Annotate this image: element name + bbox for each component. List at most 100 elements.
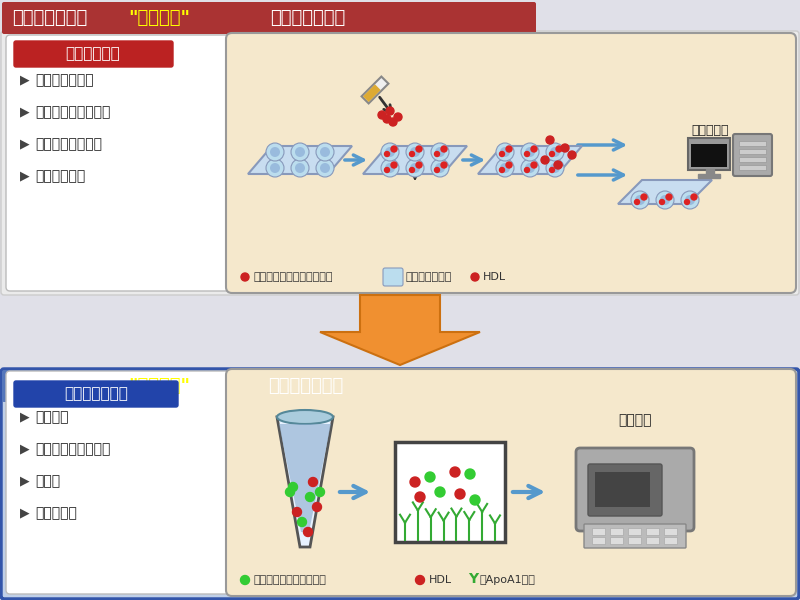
Circle shape [435,487,445,497]
Circle shape [496,159,514,177]
Circle shape [286,487,294,497]
Polygon shape [248,146,352,174]
Bar [706,169,714,175]
Circle shape [541,156,549,164]
Circle shape [691,194,697,200]
FancyBboxPatch shape [688,138,730,170]
FancyBboxPatch shape [6,35,229,291]
Polygon shape [279,424,331,532]
Text: マクロファージ: マクロファージ [405,272,451,282]
Circle shape [378,111,386,119]
Circle shape [631,191,649,209]
Circle shape [521,159,539,177]
Circle shape [471,273,479,281]
Polygon shape [320,295,480,365]
Circle shape [455,489,465,499]
Text: 放射性同位体不使用: 放射性同位体不使用 [35,442,110,456]
Text: ▶: ▶ [20,443,30,455]
Text: 手技・手順が煩雑: 手技・手順が煩雑 [35,137,102,151]
Text: 従来法の課題: 従来法の課題 [66,46,120,61]
Text: ▶: ▶ [20,137,30,151]
Circle shape [435,147,445,157]
FancyBboxPatch shape [395,442,505,542]
Bar [698,174,720,178]
Circle shape [425,472,435,482]
Circle shape [431,159,449,177]
Bar [610,528,623,535]
Circle shape [391,162,397,168]
Circle shape [441,146,447,152]
Circle shape [554,161,562,169]
Polygon shape [478,146,582,174]
Circle shape [385,163,395,173]
Bar [610,537,623,544]
Text: ▶: ▶ [20,73,30,86]
Text: コレステロール: コレステロール [12,377,87,395]
Circle shape [291,143,309,161]
Text: "取り込み": "取り込み" [128,377,190,395]
Circle shape [450,467,460,477]
Circle shape [434,151,439,157]
Circle shape [391,146,397,152]
Circle shape [550,147,560,157]
Bar [664,537,677,544]
Circle shape [410,163,420,173]
Bar [739,141,766,146]
Circle shape [385,151,390,157]
Circle shape [270,147,280,157]
Text: HDL: HDL [429,575,452,585]
Circle shape [410,167,414,173]
Circle shape [546,143,564,161]
Circle shape [500,147,510,157]
Polygon shape [362,77,389,103]
Circle shape [316,143,334,161]
Circle shape [666,194,672,200]
Circle shape [496,143,514,161]
Text: 装置化が困難: 装置化が困難 [35,169,86,183]
Bar [646,528,659,535]
Circle shape [506,162,512,168]
Circle shape [465,469,475,479]
Circle shape [241,273,249,281]
Circle shape [521,143,539,161]
Circle shape [320,147,330,157]
FancyBboxPatch shape [383,268,403,286]
Circle shape [434,167,439,173]
FancyBboxPatch shape [14,41,173,67]
Circle shape [386,107,394,115]
FancyBboxPatch shape [733,134,772,176]
FancyBboxPatch shape [14,381,178,407]
Circle shape [499,167,505,173]
Circle shape [295,163,305,173]
Bar [628,537,641,544]
Circle shape [315,487,325,497]
Circle shape [681,191,699,209]
Circle shape [309,478,318,487]
Bar [592,537,605,544]
Circle shape [656,191,674,209]
Circle shape [506,146,512,152]
FancyBboxPatch shape [226,33,796,293]
Circle shape [568,151,576,159]
Circle shape [415,575,425,584]
Polygon shape [618,180,712,204]
Text: 培養細胞を使用: 培養細胞を使用 [35,73,94,87]
Circle shape [561,144,569,152]
Ellipse shape [277,410,333,424]
Circle shape [293,508,302,517]
Circle shape [634,199,639,205]
Text: "引き抜き": "引き抜き" [128,9,190,27]
Text: コレステロール: コレステロール [12,9,87,27]
Circle shape [303,527,313,536]
Circle shape [641,194,647,200]
Circle shape [550,167,554,173]
FancyBboxPatch shape [2,370,546,402]
Text: 能　（新技術）: 能 （新技術） [268,377,343,395]
Circle shape [266,159,284,177]
Circle shape [266,143,284,161]
FancyBboxPatch shape [6,371,229,594]
FancyBboxPatch shape [2,2,536,34]
FancyBboxPatch shape [584,524,686,548]
Circle shape [441,162,447,168]
Circle shape [289,482,298,491]
